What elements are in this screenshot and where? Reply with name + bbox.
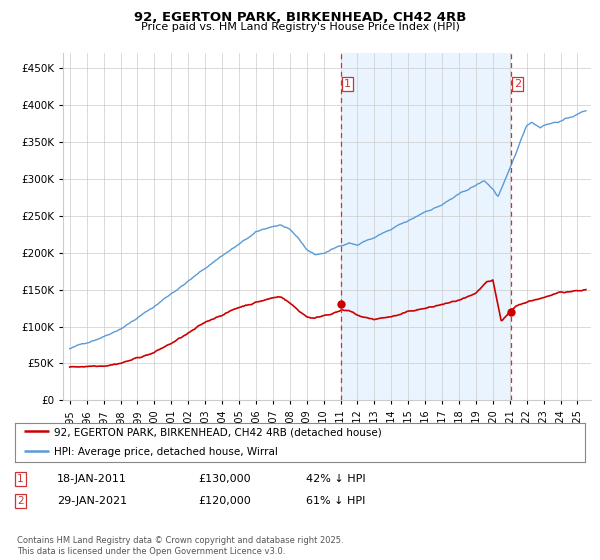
Text: 29-JAN-2021: 29-JAN-2021 bbox=[57, 496, 127, 506]
Text: 2: 2 bbox=[17, 496, 23, 506]
Text: Price paid vs. HM Land Registry's House Price Index (HPI): Price paid vs. HM Land Registry's House … bbox=[140, 22, 460, 32]
Text: £120,000: £120,000 bbox=[198, 496, 251, 506]
Text: 61% ↓ HPI: 61% ↓ HPI bbox=[306, 496, 365, 506]
Text: £130,000: £130,000 bbox=[198, 474, 251, 484]
Text: 18-JAN-2011: 18-JAN-2011 bbox=[57, 474, 127, 484]
Text: 92, EGERTON PARK, BIRKENHEAD, CH42 4RB: 92, EGERTON PARK, BIRKENHEAD, CH42 4RB bbox=[134, 11, 466, 24]
Text: 92, EGERTON PARK, BIRKENHEAD, CH42 4RB (detached house): 92, EGERTON PARK, BIRKENHEAD, CH42 4RB (… bbox=[54, 428, 382, 437]
Text: 2: 2 bbox=[514, 79, 521, 89]
Text: HPI: Average price, detached house, Wirral: HPI: Average price, detached house, Wirr… bbox=[54, 447, 278, 457]
Bar bbox=[341, 53, 511, 400]
Text: Contains HM Land Registry data © Crown copyright and database right 2025.
This d: Contains HM Land Registry data © Crown c… bbox=[17, 536, 343, 556]
Text: 1: 1 bbox=[17, 474, 23, 484]
Text: 42% ↓ HPI: 42% ↓ HPI bbox=[306, 474, 365, 484]
Text: 1: 1 bbox=[344, 79, 351, 89]
